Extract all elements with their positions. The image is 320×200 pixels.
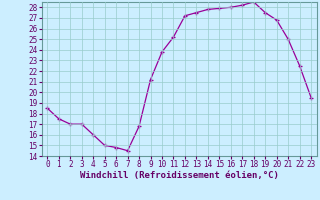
X-axis label: Windchill (Refroidissement éolien,°C): Windchill (Refroidissement éolien,°C) — [80, 171, 279, 180]
